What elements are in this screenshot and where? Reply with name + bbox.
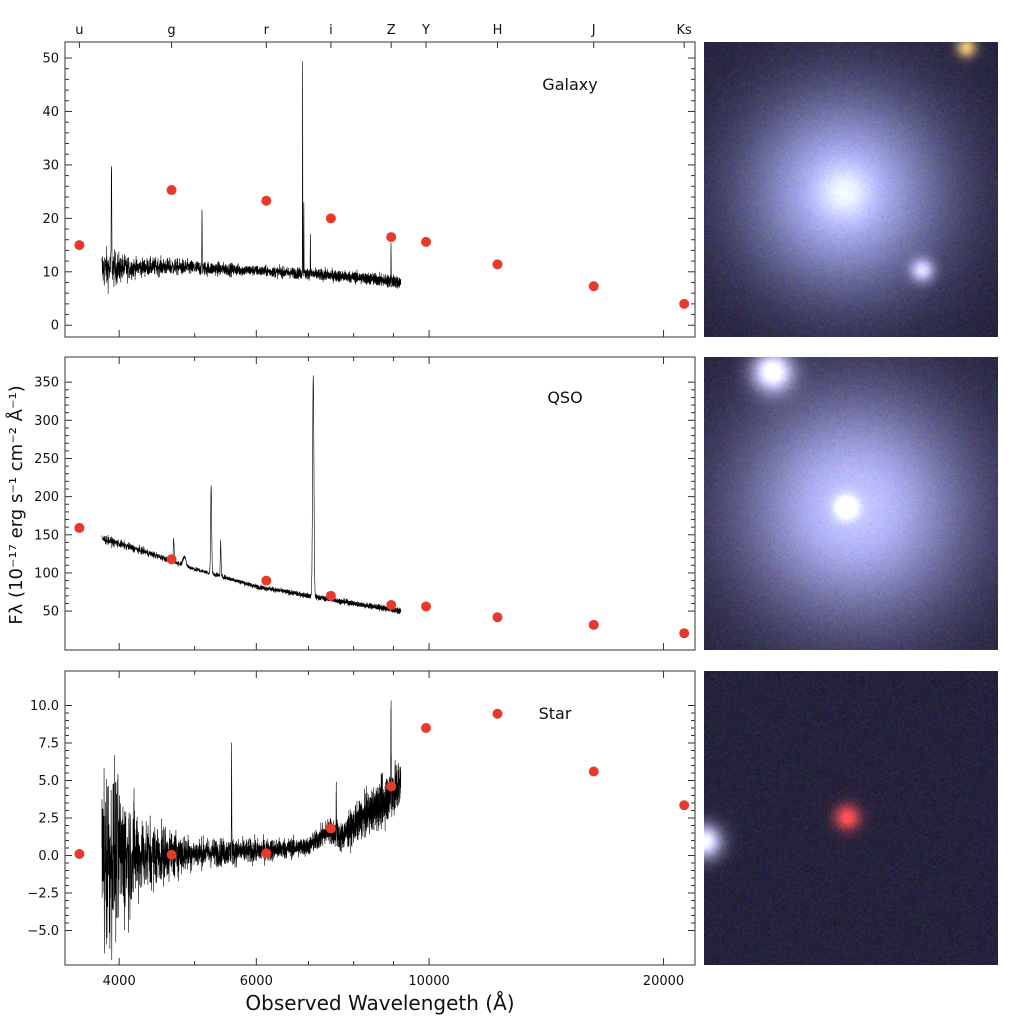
y-tick-label: 250: [34, 452, 59, 467]
photometry-point-H: [492, 259, 503, 270]
x-tick-label: 4000: [103, 974, 136, 989]
band-label-Y: Y: [421, 23, 430, 38]
photometry-point-g: [166, 554, 177, 565]
y-tick-label: 200: [34, 490, 59, 505]
photometry-point-J: [588, 766, 599, 777]
spectrum-line: [101, 61, 402, 294]
photometry-point-Z: [386, 599, 397, 610]
y-tick-label: 0: [51, 319, 59, 334]
photometry-point-i: [325, 213, 336, 224]
y-tick-label: 0.0: [38, 849, 59, 864]
panel-title: Galaxy: [542, 75, 597, 94]
photometry-point-u: [74, 522, 85, 533]
photometry-point-g: [166, 849, 177, 860]
y-tick-label: 5.0: [38, 774, 59, 789]
photometry-point-Z: [386, 781, 397, 792]
y-tick-label: 2.5: [38, 812, 59, 827]
x-axis-label: Observed Wavelengeth (Å): [245, 991, 514, 1015]
x-tick-label: 6000: [240, 974, 273, 989]
band-label-u: u: [75, 23, 83, 38]
y-tick-label: 50: [42, 52, 59, 67]
axes-frame: [64, 356, 696, 651]
photometry-point-r: [261, 848, 272, 859]
y-tick-label: 350: [34, 376, 59, 391]
photometry-point-i: [325, 590, 336, 601]
qso-image: [704, 357, 998, 650]
band-label-H: H: [493, 23, 503, 38]
y-tick-label: 10: [42, 265, 59, 280]
y-tick-label: −2.5: [27, 887, 59, 902]
panel-title: QSO: [547, 388, 582, 407]
x-tick-label: 20000: [643, 974, 684, 989]
y-tick-label: 7.5: [38, 737, 59, 752]
photometry-point-Ks: [679, 628, 690, 639]
panel-qso: 50 100 150 200 250 300 350 QSO: [34, 356, 696, 651]
photometry-point-H: [492, 612, 503, 623]
photometry-point-r: [261, 575, 272, 586]
spectrum-line: [101, 700, 402, 961]
band-label-i: i: [329, 23, 333, 38]
photometry-point-u: [74, 240, 85, 251]
y-tick-label: 20: [42, 212, 59, 227]
photometry-point-Ks: [679, 800, 690, 811]
galaxy-image: [704, 42, 998, 337]
photometry-point-Ks: [679, 298, 690, 309]
y-tick-label: 50: [42, 605, 59, 620]
y-tick-label: 10.0: [30, 699, 59, 714]
photometry-point-Z: [386, 232, 397, 243]
photometry-point-H: [492, 708, 503, 719]
photometry-point-Y: [421, 236, 432, 247]
panel-title: Star: [539, 704, 572, 723]
panel-star: −5.0 −2.5 0.0 2.5 5.0 7.5 10.0 Star: [27, 670, 696, 966]
spectrum-line: [101, 375, 402, 615]
photometry-point-Y: [421, 601, 432, 612]
axes-frame: [64, 41, 696, 338]
photometry-point-r: [261, 195, 272, 206]
photometry-point-u: [74, 849, 85, 859]
photometry-point-J: [588, 619, 599, 630]
axes-frame: [64, 670, 696, 966]
y-tick-label: 150: [34, 528, 59, 543]
y-tick-label: 40: [42, 105, 59, 120]
y-tick-label: 100: [34, 566, 59, 581]
y-tick-label: −5.0: [27, 924, 59, 939]
y-tick-label: 30: [42, 158, 59, 173]
star-image: [704, 671, 998, 965]
band-label-r: r: [264, 23, 270, 38]
band-label-J: J: [591, 23, 596, 38]
y-tick-label: 300: [34, 414, 59, 429]
photometry-point-J: [588, 281, 599, 292]
band-label-g: g: [167, 23, 175, 38]
band-label-Z: Z: [387, 23, 396, 38]
photometry-point-i: [325, 823, 336, 834]
panel-galaxy: 0 10 20 30 40 50 u g r i Z Y H J Ks Galaxy: [42, 23, 696, 338]
y-axis-label: Fλ (10⁻¹⁷ erg s⁻¹ cm⁻² Å⁻¹): [5, 385, 27, 624]
photometry-point-g: [166, 185, 177, 196]
photometry-point-Y: [421, 723, 432, 733]
band-label-Ks: Ks: [677, 23, 693, 38]
x-tick-label: 10000: [408, 974, 449, 989]
